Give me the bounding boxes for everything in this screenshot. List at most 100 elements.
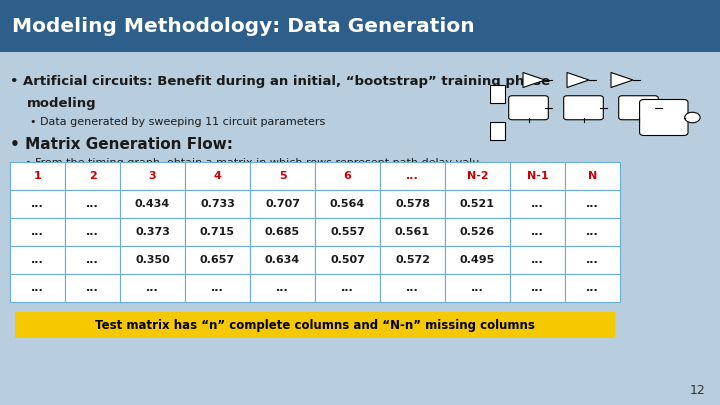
- Text: N-1: N-1: [527, 171, 549, 181]
- Text: ...: ...: [406, 283, 419, 293]
- Text: 0.685: 0.685: [265, 227, 300, 237]
- Text: ...: ...: [31, 255, 44, 265]
- Bar: [185, 246, 250, 274]
- Text: 0.657: 0.657: [200, 255, 235, 265]
- Bar: [185, 218, 250, 246]
- Text: 0.707: 0.707: [265, 199, 300, 209]
- Bar: [380, 162, 445, 190]
- Bar: [10, 274, 65, 302]
- Bar: [445, 246, 510, 274]
- Text: ...: ...: [86, 199, 99, 209]
- Text: ...: ...: [86, 255, 99, 265]
- Bar: [315, 190, 380, 218]
- Text: ...: ...: [586, 227, 599, 237]
- Text: 5: 5: [279, 171, 287, 181]
- Bar: [250, 162, 315, 190]
- Bar: [380, 218, 445, 246]
- Text: • Artificial circuits: Benefit during an initial, “bootstrap” training phase: • Artificial circuits: Benefit during an…: [10, 75, 550, 88]
- Text: 0.434: 0.434: [135, 199, 170, 209]
- Bar: [315, 274, 380, 302]
- Bar: [250, 274, 315, 302]
- Text: 0.521: 0.521: [460, 199, 495, 209]
- Text: 0.561: 0.561: [395, 227, 430, 237]
- Text: 0.578: 0.578: [395, 199, 430, 209]
- Text: 2: 2: [89, 171, 96, 181]
- Bar: [120, 274, 185, 302]
- Text: 0.733: 0.733: [200, 199, 235, 209]
- Text: 0.557: 0.557: [330, 227, 365, 237]
- Bar: [380, 246, 445, 274]
- Text: modeling: modeling: [27, 97, 96, 110]
- Text: ...: ...: [586, 283, 599, 293]
- Text: 0.495: 0.495: [460, 255, 495, 265]
- Bar: [250, 218, 315, 246]
- Bar: [315, 246, 380, 274]
- Text: ...: ...: [211, 283, 224, 293]
- FancyBboxPatch shape: [618, 96, 658, 120]
- Bar: [120, 162, 185, 190]
- Text: 0.634: 0.634: [265, 255, 300, 265]
- Text: 4: 4: [214, 171, 222, 181]
- Bar: [445, 274, 510, 302]
- Bar: [10, 246, 65, 274]
- Text: ...: ...: [31, 283, 44, 293]
- Text: 0.715: 0.715: [200, 227, 235, 237]
- Text: ...: ...: [531, 255, 544, 265]
- Text: • From the timing graph, obtain a matrix in which rows represent path delay valu: • From the timing graph, obtain a matrix…: [25, 158, 480, 168]
- FancyBboxPatch shape: [509, 96, 549, 120]
- Bar: [120, 190, 185, 218]
- Bar: [445, 162, 510, 190]
- Bar: [10, 190, 65, 218]
- Bar: [510, 246, 565, 274]
- Circle shape: [685, 112, 700, 123]
- Bar: [185, 190, 250, 218]
- Bar: [65, 218, 120, 246]
- Polygon shape: [567, 72, 589, 87]
- Bar: [490, 122, 505, 140]
- Bar: [565, 246, 620, 274]
- Bar: [185, 274, 250, 302]
- Bar: [565, 274, 620, 302]
- Bar: [510, 190, 565, 218]
- Text: ...: ...: [406, 171, 419, 181]
- Polygon shape: [611, 72, 633, 87]
- Text: ...: ...: [276, 283, 289, 293]
- Text: ...: ...: [146, 283, 159, 293]
- Text: ...: ...: [86, 283, 99, 293]
- Bar: [250, 246, 315, 274]
- Text: ...: ...: [531, 283, 544, 293]
- Text: 0.572: 0.572: [395, 255, 430, 265]
- Bar: [380, 190, 445, 218]
- Bar: [315, 162, 380, 190]
- Bar: [510, 274, 565, 302]
- Text: ...: ...: [531, 199, 544, 209]
- Bar: [120, 246, 185, 274]
- Text: 3: 3: [149, 171, 156, 181]
- Bar: [445, 190, 510, 218]
- Text: 1: 1: [34, 171, 41, 181]
- Text: ...: ...: [586, 199, 599, 209]
- Text: N: N: [588, 171, 597, 181]
- Bar: [380, 274, 445, 302]
- Bar: [10, 218, 65, 246]
- Text: 0.526: 0.526: [460, 227, 495, 237]
- Bar: [565, 218, 620, 246]
- Text: Modeling Methodology: Data Generation: Modeling Methodology: Data Generation: [12, 17, 474, 36]
- Text: 6: 6: [343, 171, 351, 181]
- Text: and columns represent corners: and columns represent corners: [35, 175, 209, 185]
- Bar: [510, 218, 565, 246]
- Bar: [565, 190, 620, 218]
- Bar: [10, 162, 65, 190]
- Text: ...: ...: [471, 283, 484, 293]
- Bar: [490, 85, 505, 102]
- Bar: [65, 162, 120, 190]
- Text: 0.373: 0.373: [135, 227, 170, 237]
- Text: ...: ...: [341, 283, 354, 293]
- Bar: [510, 162, 565, 190]
- Bar: [65, 190, 120, 218]
- Bar: [250, 190, 315, 218]
- Bar: [0, 0, 720, 52]
- Text: N-2: N-2: [467, 171, 488, 181]
- Bar: [445, 218, 510, 246]
- Polygon shape: [523, 72, 545, 87]
